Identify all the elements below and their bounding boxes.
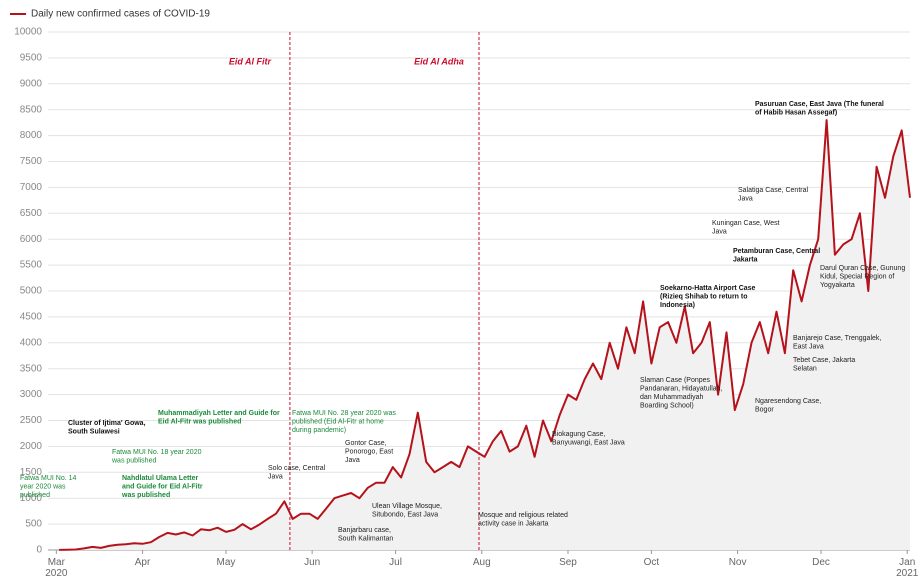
y-tick-label: 10000 [14, 27, 42, 38]
annotation: Biokagung Case, [552, 431, 605, 438]
annotation: Ulean Village Mosque, [372, 503, 442, 510]
annotation: published (Eid Al-Fitr at home [292, 418, 384, 425]
x-tick-label: Sep [559, 557, 577, 568]
annotation: Jakarta [733, 256, 758, 263]
y-tick-label: 3500 [20, 363, 43, 374]
y-tick-label: 8000 [20, 130, 43, 141]
annotation: year 2020 was [20, 483, 66, 490]
annotation: Banjarejo Case, Trenggalek, [793, 335, 881, 342]
annotation: Eid Al-Fitr was published [158, 418, 241, 425]
legend-label: Daily new confirmed cases of COVID-19 [31, 9, 210, 20]
x-tick-label: Jun [304, 557, 320, 568]
y-tick-label: 9500 [20, 53, 43, 64]
annotation: Tebet Case, Jakarta [793, 357, 855, 364]
y-tick-label: 500 [25, 519, 42, 530]
annotation: Gontor Case, [345, 440, 387, 447]
annotation: published [20, 492, 50, 499]
y-tick-label: 7000 [20, 182, 43, 193]
annotation: Petamburan Case, Central [733, 248, 820, 255]
x-tick-label: May [217, 557, 236, 568]
annotation: during pandemic) [292, 427, 346, 434]
x-tick-label: Aug [473, 557, 491, 568]
y-tick-label: 4000 [20, 337, 43, 348]
annotation: Java [738, 195, 753, 202]
x-tick-label: Jan 2021 [896, 557, 919, 577]
annotation: South Kalimantan [338, 535, 393, 542]
y-tick-label: 2000 [20, 441, 43, 452]
annotation: Muhammadiyah Letter and Guide for [158, 410, 280, 417]
x-tick-label: Jul [389, 557, 402, 568]
y-tick-label: 4500 [20, 312, 43, 323]
annotation: Situbondo, East Java [372, 511, 438, 518]
annotation: Java [712, 228, 727, 235]
area [59, 120, 911, 550]
y-tick-label: 5000 [20, 286, 43, 297]
annotation: Banjarbaru case, [338, 527, 391, 534]
annotation: Pasuruan Case, East Java (The funeral [755, 101, 884, 108]
annotation: Kuningan Case, West [712, 220, 780, 227]
line [59, 119, 911, 551]
annotation: Boarding School) [640, 402, 694, 409]
annotation: Java [268, 473, 283, 480]
y-tick-label: 7500 [20, 156, 43, 167]
annotation: of Habib Hasan Assegaf) [755, 109, 837, 116]
y-tick-label: 9000 [20, 78, 43, 89]
annotation: Cluster of Ijtima' Gowa, [68, 420, 146, 427]
annotation: Fatwa MUI No. 14 [20, 475, 77, 482]
y-tick-label: 8500 [20, 104, 43, 115]
annotation: was published [111, 457, 156, 464]
y-tick-label: 2500 [20, 415, 43, 426]
annotation: Mosque and religious related [478, 512, 568, 519]
annotation: East Java [793, 343, 824, 350]
annotation: Java [345, 457, 360, 464]
x-tick-label: Dec [812, 557, 830, 568]
annotation: Soekarno-Hatta Airport Case [660, 285, 756, 292]
annotation: Yogyakarta [820, 282, 855, 289]
annotation: Bogor [755, 406, 774, 413]
y-tick-label: 6000 [20, 234, 43, 245]
y-tick-label: 3000 [20, 389, 43, 400]
event-label: Eid Al Fitr [229, 56, 272, 66]
annotation: was published [121, 492, 170, 499]
annotation: and Guide for Eid Al-Fitr [122, 483, 203, 490]
annotation: (Rizieq Shihab to return to [660, 293, 748, 300]
x-tick-label: Oct [644, 557, 660, 568]
annotation: activity case in Jakarta [478, 520, 549, 527]
x-tick-label: Nov [729, 557, 747, 568]
annotation: Solo case, Central [268, 465, 326, 472]
annotation: Salatiga Case, Central [738, 187, 808, 194]
annotation: Slaman Case (Ponpes [640, 377, 711, 384]
annotation: Pandanaran, Hidayatullah, [640, 385, 723, 392]
annotation: Nahdlatul Ulama Letter [122, 475, 199, 482]
annotation: Darul Quran Case, Gunung [820, 265, 905, 272]
annotation: Selatan [793, 365, 817, 372]
y-tick-label: 5500 [20, 260, 43, 271]
annotation: Fatwa MUI No. 28 year 2020 was [292, 410, 396, 417]
x-tick-label: Apr [135, 557, 151, 568]
annotation: Ponorogo, East [345, 448, 393, 455]
x-tick-label: Mar 2020 [45, 557, 68, 577]
y-tick-label: 1500 [20, 467, 43, 478]
annotation: Indonesia) [660, 302, 695, 309]
annotation: Fatwa MUI No. 18 year 2020 [112, 449, 202, 456]
event-label: Eid Al Adha [414, 56, 464, 66]
annotation: South Sulawesi [68, 428, 120, 435]
annotation: dan Muhammadiyah [640, 394, 704, 401]
y-tick-label: 1000 [20, 493, 43, 504]
y-tick-label: 0 [36, 545, 42, 556]
annotation: Banyuwangi, East Java [552, 439, 625, 446]
annotation: Ngaresendong Case, [755, 398, 821, 405]
y-tick-label: 6500 [20, 208, 43, 219]
annotation: Kidul, Special Region of [820, 273, 894, 280]
